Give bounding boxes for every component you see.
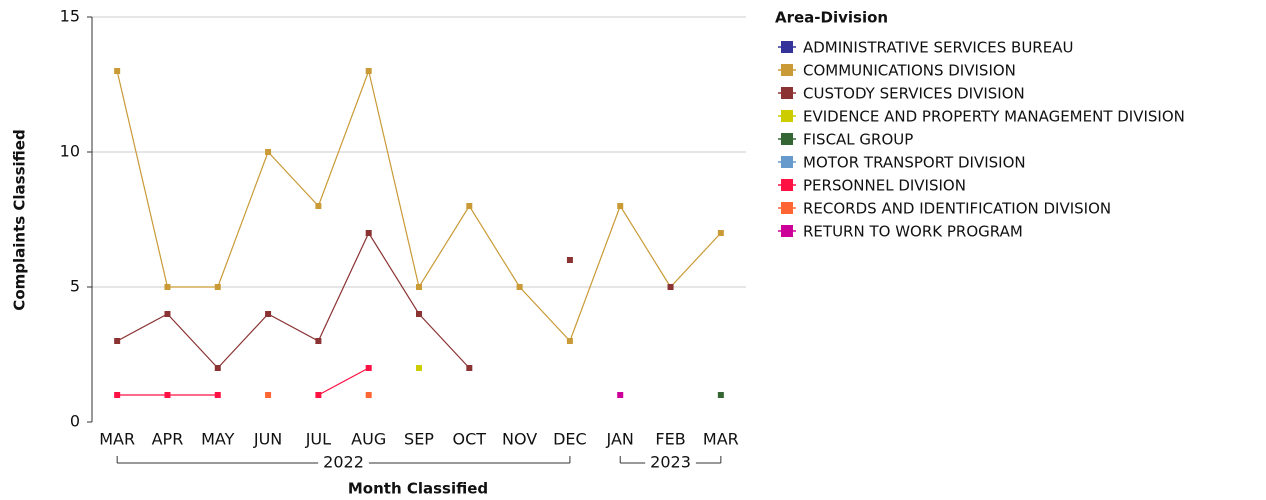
series-line	[116, 231, 470, 369]
legend-swatch	[781, 87, 793, 99]
legend-swatch	[781, 110, 793, 122]
data-point	[365, 230, 372, 236]
legend-label: PERSONNEL DIVISION	[803, 177, 966, 195]
legend-label: RETURN TO WORK PROGRAM	[803, 223, 1023, 241]
data-point	[416, 311, 422, 317]
data-point	[164, 284, 171, 290]
data-point	[617, 203, 624, 209]
legend-swatch	[781, 156, 793, 168]
y-tick-label: 0	[70, 412, 80, 431]
legend-label: CUSTODY SERVICES DIVISION	[803, 85, 1025, 103]
data-point	[416, 284, 422, 290]
data-point	[315, 203, 322, 209]
data-point	[516, 284, 523, 290]
y-tick-label: 10	[60, 142, 80, 161]
data-point	[114, 68, 121, 74]
y-tick-label: 15	[60, 7, 80, 26]
legend-swatch	[781, 41, 793, 53]
x-tick-label: JAN	[606, 430, 634, 449]
data-point	[365, 68, 372, 74]
legend-label: COMMUNICATIONS DIVISION	[803, 62, 1016, 80]
x-tick-label: APR	[152, 430, 184, 449]
legend-swatch	[781, 179, 793, 191]
x-tick-label: AUG	[351, 430, 386, 449]
data-point	[365, 365, 372, 371]
data-point	[566, 257, 573, 263]
data-point	[466, 203, 473, 209]
x-tick-label: OCT	[453, 430, 487, 449]
x-tick-label: NOV	[502, 430, 537, 449]
group-label: 2023	[650, 453, 691, 472]
y-axis-label: Complaints Classified	[11, 129, 29, 310]
data-point	[566, 338, 573, 344]
series-line	[318, 367, 369, 396]
legend-swatch	[781, 202, 793, 214]
data-point	[717, 392, 724, 398]
data-point	[114, 338, 121, 344]
data-point	[214, 392, 221, 398]
legend-swatch	[781, 64, 793, 76]
data-point	[667, 284, 674, 290]
data-point	[265, 149, 272, 155]
y-tick-label: 5	[70, 277, 80, 296]
x-tick-label: MAR	[99, 430, 135, 449]
data-point	[466, 365, 473, 371]
data-point	[617, 392, 624, 398]
legend-label: EVIDENCE AND PROPERTY MANAGEMENT DIVISIO…	[803, 108, 1185, 126]
data-point	[717, 230, 724, 236]
legend-swatch	[781, 133, 793, 145]
data-point	[164, 311, 171, 317]
x-tick-label: DEC	[553, 430, 587, 449]
legend-label: MOTOR TRANSPORT DIVISION	[803, 154, 1026, 172]
legend-label: ADMINISTRATIVE SERVICES BUREAU	[803, 39, 1073, 57]
data-point	[365, 392, 372, 398]
legend-label: FISCAL GROUP	[803, 131, 913, 149]
series-line	[116, 68, 722, 343]
group-label: 2022	[323, 453, 364, 472]
x-tick-label: SEP	[404, 430, 434, 449]
x-tick-label: MAR	[703, 430, 739, 449]
data-point	[265, 311, 272, 317]
x-tick-label: FEB	[655, 430, 685, 449]
data-point	[114, 392, 121, 398]
legend-label: RECORDS AND IDENTIFICATION DIVISION	[803, 200, 1111, 218]
data-point	[214, 365, 221, 371]
x-tick-label: JUL	[305, 430, 331, 449]
data-point	[315, 338, 322, 344]
data-point	[416, 365, 422, 371]
data-point	[315, 392, 322, 398]
x-tick-label: JUN	[253, 430, 282, 449]
data-point	[164, 392, 171, 398]
data-point	[265, 392, 272, 398]
x-tick-label: MAY	[201, 430, 235, 449]
legend-swatch	[781, 225, 793, 237]
legend-title: Area-Division	[775, 9, 888, 27]
data-point	[214, 284, 221, 290]
x-axis-label: Month Classified	[348, 480, 488, 498]
